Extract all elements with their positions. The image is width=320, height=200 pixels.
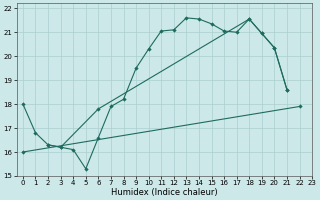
X-axis label: Humidex (Indice chaleur): Humidex (Indice chaleur)	[111, 188, 218, 197]
